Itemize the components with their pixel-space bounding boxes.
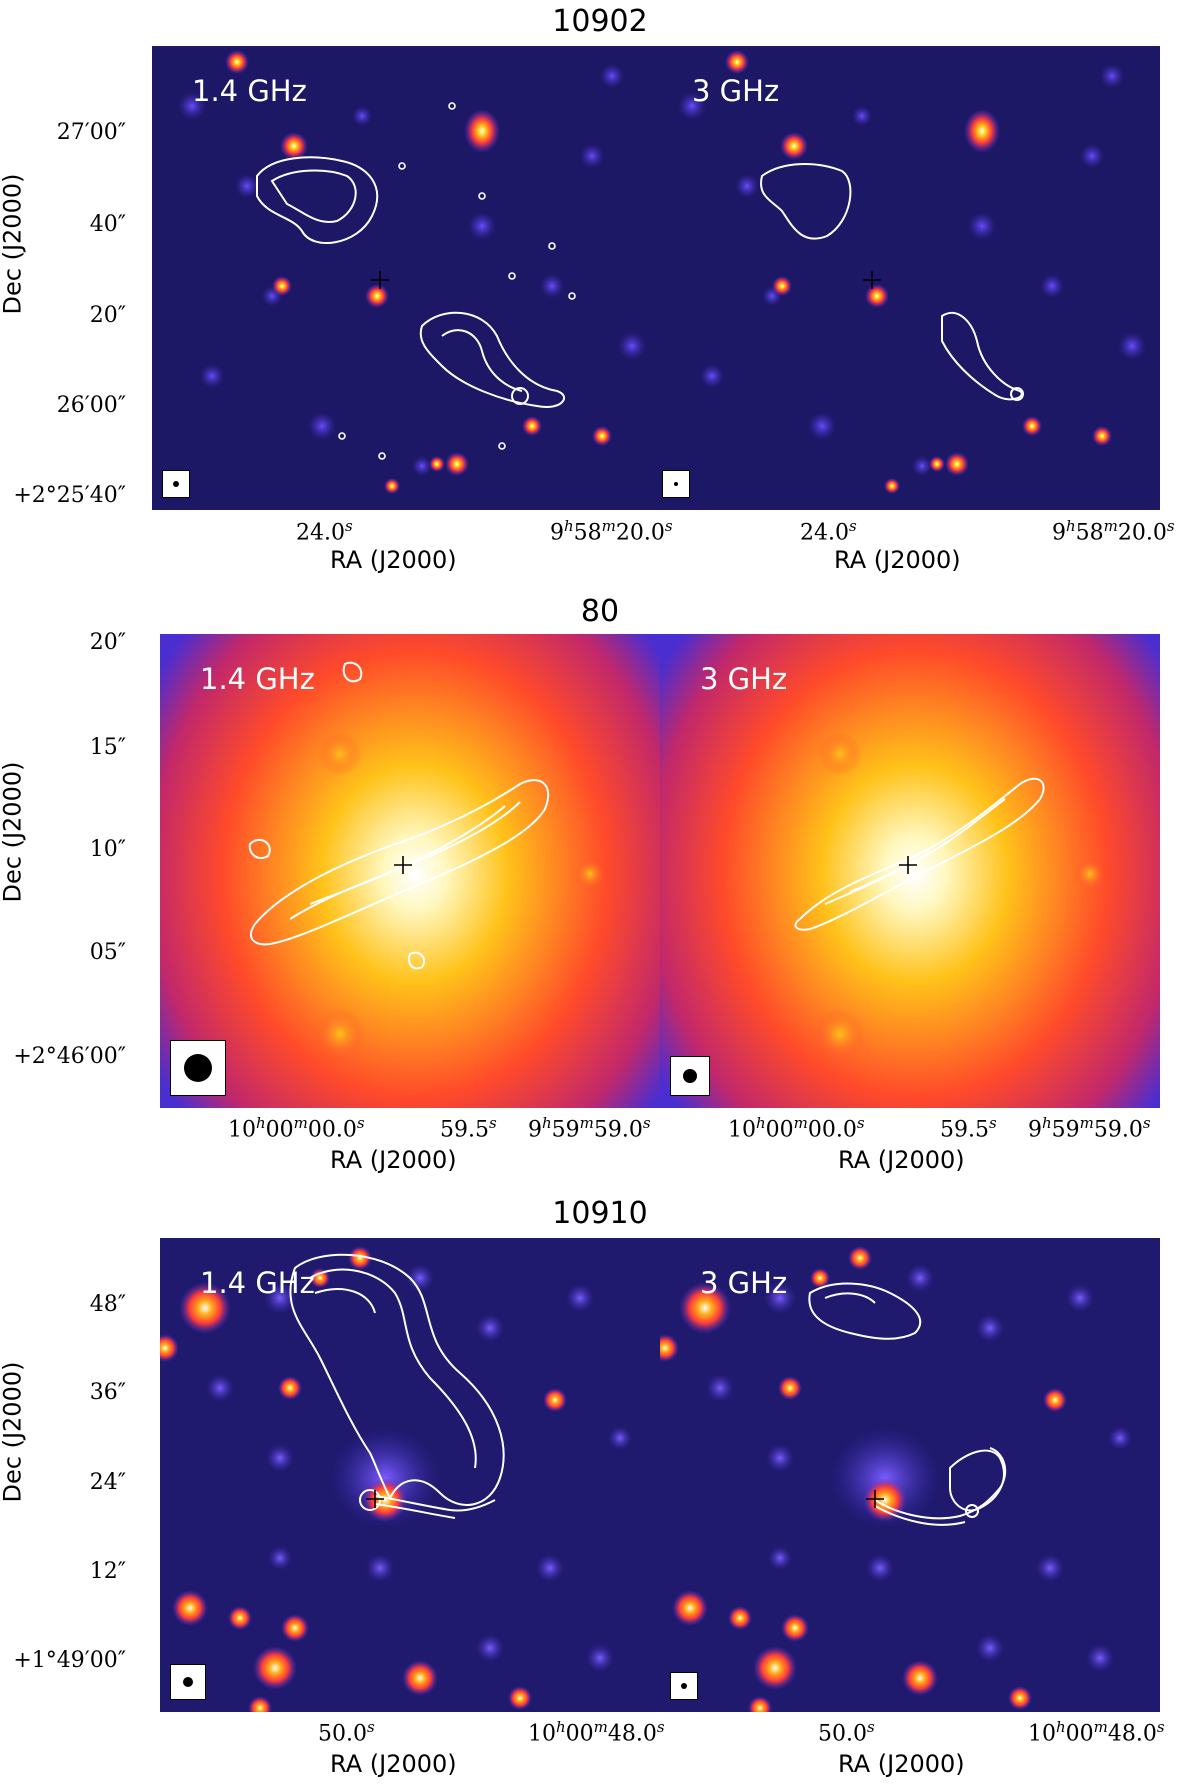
image-panel-10910-3ghz: 3 GHz xyxy=(660,1238,1160,1712)
ra-tick: 59.5s xyxy=(440,1114,497,1143)
dec-tick: +2°25′40″ xyxy=(13,483,126,508)
ra-axis-label: RA (J2000) xyxy=(838,1750,965,1778)
dec-axis-label: Dec (J2000) xyxy=(0,173,27,315)
ra-tick: 9h58m20.0s xyxy=(550,517,673,546)
image-panel-80-1p4ghz: 1.4 GHz xyxy=(160,634,660,1108)
block-title-80: 80 xyxy=(580,594,620,629)
dec-tick: 36″ xyxy=(89,1380,126,1405)
radio-optical-overlay xyxy=(160,1238,660,1712)
ra-tick: 10h00m48.0s xyxy=(1028,1718,1165,1747)
dec-axis-label: Dec (J2000) xyxy=(0,761,27,903)
block-title-10910: 10910 xyxy=(552,1196,648,1231)
frequency-label: 1.4 GHz xyxy=(200,1266,315,1300)
ra-tick: 50.0s xyxy=(318,1718,375,1747)
dec-tick: 10″ xyxy=(89,837,126,862)
ra-tick: 59.5s xyxy=(940,1114,997,1143)
ra-tick: 9h59m59.0s xyxy=(1028,1114,1151,1143)
ra-axis-label: RA (J2000) xyxy=(330,1750,457,1778)
beam-size-indicator xyxy=(170,1040,226,1096)
radio-optical-overlay xyxy=(160,634,660,1108)
image-panel-10910-1p4ghz: 1.4 GHz xyxy=(160,1238,660,1712)
beam-size-indicator xyxy=(670,1672,698,1700)
radio-optical-overlay xyxy=(652,46,1160,510)
ra-tick: 9h59m59.0s xyxy=(528,1114,651,1143)
dec-tick: 27′00″ xyxy=(56,120,126,145)
radio-optical-overlay xyxy=(660,1238,1160,1712)
ra-axis-label: RA (J2000) xyxy=(330,546,457,574)
frequency-label: 1.4 GHz xyxy=(200,662,315,696)
beam-size-indicator xyxy=(162,470,190,498)
beam-size-indicator xyxy=(670,1056,710,1096)
ra-tick: 10h00m48.0s xyxy=(528,1718,665,1747)
frequency-label: 3 GHz xyxy=(692,74,780,108)
ra-tick: 24.0s xyxy=(800,517,857,546)
ra-tick: 10h00m00.0s xyxy=(228,1114,365,1143)
image-panel-10902-3ghz: 3 GHz xyxy=(652,46,1160,510)
dec-tick: 40″ xyxy=(89,212,126,237)
dec-tick: 20″ xyxy=(89,303,126,328)
ra-axis-label: RA (J2000) xyxy=(330,1146,457,1174)
radio-optical-overlay xyxy=(660,634,1160,1108)
radio-optical-overlay xyxy=(152,46,652,510)
dec-tick: 12″ xyxy=(89,1559,126,1584)
ra-axis-label: RA (J2000) xyxy=(838,1146,965,1174)
ra-tick: 9h58m20.0s xyxy=(1052,517,1175,546)
beam-size-indicator xyxy=(662,470,690,498)
dec-tick: 24″ xyxy=(89,1470,126,1495)
ra-tick: 50.0s xyxy=(818,1718,875,1747)
dec-tick: 20″ xyxy=(89,630,126,655)
dec-tick: 48″ xyxy=(89,1292,126,1317)
image-panel-80-3ghz: 3 GHz xyxy=(660,634,1160,1108)
dec-tick: +2°46′00″ xyxy=(13,1044,126,1069)
block-title-10902: 10902 xyxy=(552,4,648,39)
ra-tick: 10h00m00.0s xyxy=(728,1114,865,1143)
dec-tick: 05″ xyxy=(89,940,126,965)
image-panel-10902-1p4ghz: 1.4 GHz xyxy=(152,46,652,510)
frequency-label: 3 GHz xyxy=(700,662,788,696)
beam-size-indicator xyxy=(170,1664,206,1700)
frequency-label: 1.4 GHz xyxy=(192,74,307,108)
dec-tick: +1°49′00″ xyxy=(13,1648,126,1673)
ra-axis-label: RA (J2000) xyxy=(834,546,961,574)
dec-tick: 26′00″ xyxy=(56,393,126,418)
ra-tick: 24.0s xyxy=(296,517,353,546)
frequency-label: 3 GHz xyxy=(700,1266,788,1300)
dec-tick: 15″ xyxy=(89,735,126,760)
